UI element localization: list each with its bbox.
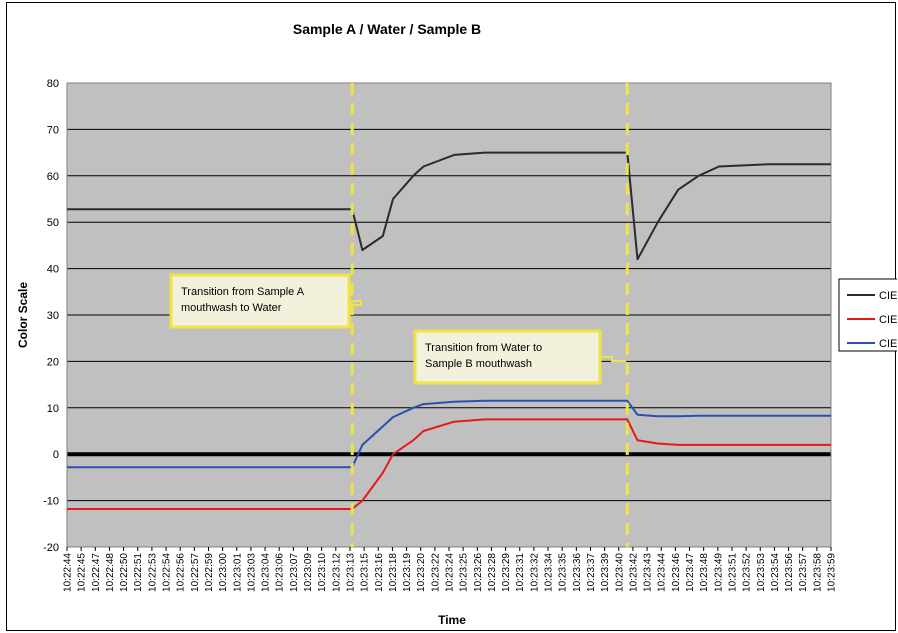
x-tick-label: 10:23:18	[388, 553, 399, 592]
x-tick-label: 10:23:28	[487, 553, 498, 592]
y-tick-label: 30	[47, 310, 59, 322]
x-tick-label: 10:23:20	[416, 553, 427, 592]
x-tick-label: 10:22:59	[204, 553, 215, 592]
callout-connector	[600, 356, 627, 362]
x-tick-label: 10:23:19	[402, 553, 413, 592]
y-tick-label: 80	[47, 78, 59, 90]
y-tick-label: 10	[47, 403, 59, 415]
x-tick-label: 10:23:29	[501, 553, 512, 592]
legend-label: CIE	[879, 314, 897, 326]
x-tick-label: 10:22:44	[63, 553, 74, 592]
chart-title: Sample A / Water / Sample B	[293, 21, 481, 37]
x-tick-label: 10:23:52	[742, 553, 753, 592]
x-tick-label: 10:23:25	[459, 553, 470, 592]
x-tick-label: 10:23:53	[756, 553, 767, 592]
x-tick-label: 10:23:10	[317, 553, 328, 592]
series-line-2	[67, 418, 831, 510]
x-tick-label: 10:23:59	[827, 553, 838, 592]
annotations: Transition from Sample A mouthwash to Wat…	[169, 273, 627, 385]
x-tick-label: 10:23:16	[374, 553, 385, 592]
x-tick-label: 10:23:46	[671, 553, 682, 592]
x-tick-label: 10:23:00	[218, 553, 229, 592]
x-tick-label: 10:23:32	[529, 553, 540, 592]
x-tick-label: 10:22:56	[176, 553, 187, 592]
series-line-1	[67, 151, 831, 261]
x-tick-label: 10:22:45	[77, 553, 88, 592]
legend-box	[838, 278, 897, 352]
chart-svg: Sample A / Water / Sample B Color Scale …	[16, 21, 897, 627]
x-tick-label: 10:23:06	[275, 553, 286, 592]
x-tick-label: 10:23:09	[303, 553, 314, 592]
callout-box	[169, 273, 351, 329]
y-tick-label: 0	[53, 449, 59, 461]
callout-text: mouthwash to Water	[181, 302, 282, 314]
x-tick-label: 10:23:22	[430, 553, 441, 592]
x-tick-label: 10:22:54	[162, 553, 173, 592]
legend-label: CIE	[879, 290, 897, 302]
x-tick-label: 10:23:24	[445, 553, 456, 592]
callout-box	[413, 329, 602, 385]
x-tick-label: 10:22:53	[147, 553, 158, 592]
x-tick-label: 10:23:47	[685, 553, 696, 592]
x-tick-label: 10:23:36	[572, 553, 583, 592]
x-tick-label: 10:23:48	[699, 553, 710, 592]
x-tick-label: 10:23:07	[289, 553, 300, 592]
x-tick-label: 10:23:15	[360, 553, 371, 592]
y-tick-label: 60	[47, 171, 59, 183]
x-tick-label: 10:23:58	[812, 553, 823, 592]
y-axis-title: Color Scale	[16, 282, 30, 348]
x-tick-label: 10:23:57	[798, 553, 809, 592]
x-tick-label: 10:23:40	[614, 553, 625, 592]
x-axis-title: Time	[438, 613, 466, 627]
x-tick-label: 10:23:26	[473, 553, 484, 592]
x-tick-label: 10:23:01	[232, 553, 243, 592]
x-tick-label: 10:23:42	[628, 553, 639, 592]
legend: CIE CIE CIE	[838, 278, 897, 352]
y-tick-label: 70	[47, 124, 59, 136]
y-tick-label: -20	[43, 542, 59, 554]
y-tick-label: 40	[47, 264, 59, 276]
x-tick-label: 10:23:43	[643, 553, 654, 592]
y-tick-label: 20	[47, 356, 59, 368]
x-tick-label: 10:23:04	[261, 553, 272, 592]
callout-connector	[349, 300, 362, 306]
x-tick-label: 10:23:44	[657, 553, 668, 592]
series-line-3	[67, 399, 831, 469]
x-tick-label: 10:22:57	[190, 553, 201, 592]
x-tick-label: 10:22:51	[133, 553, 144, 592]
x-tick-label: 10:23:56	[784, 553, 795, 592]
x-tick-label: 10:22:50	[119, 553, 130, 592]
x-tick-label: 10:23:51	[727, 553, 738, 592]
y-tick-label: -10	[43, 496, 59, 508]
x-tick-label: 10:23:03	[246, 553, 257, 592]
legend-label: CIE	[879, 338, 897, 350]
callout-text: Transition from Sample A	[181, 286, 305, 298]
x-tick-label: 10:23:31	[515, 553, 526, 592]
callout-text: Sample B mouthwash	[425, 358, 532, 370]
y-tick-label: 50	[47, 217, 59, 229]
x-tick-label: 10:23:12	[331, 553, 342, 592]
x-tick-label: 10:23:37	[586, 553, 597, 592]
x-tick-label: 10:23:13	[345, 553, 356, 592]
chart-frame: Sample A / Water / Sample B Color Scale …	[6, 2, 897, 631]
x-tick-label: 10:22:48	[105, 553, 116, 592]
x-tick-label: 10:22:47	[91, 553, 102, 592]
x-tick-label: 10:23:35	[558, 553, 569, 592]
x-tick-label: 10:23:54	[770, 553, 781, 592]
callout-text: Transition from Water to	[425, 342, 542, 354]
x-tick-label: 10:23:34	[544, 553, 555, 592]
x-tick-label: 10:23:49	[713, 553, 724, 592]
x-tick-label: 10:23:39	[600, 553, 611, 592]
